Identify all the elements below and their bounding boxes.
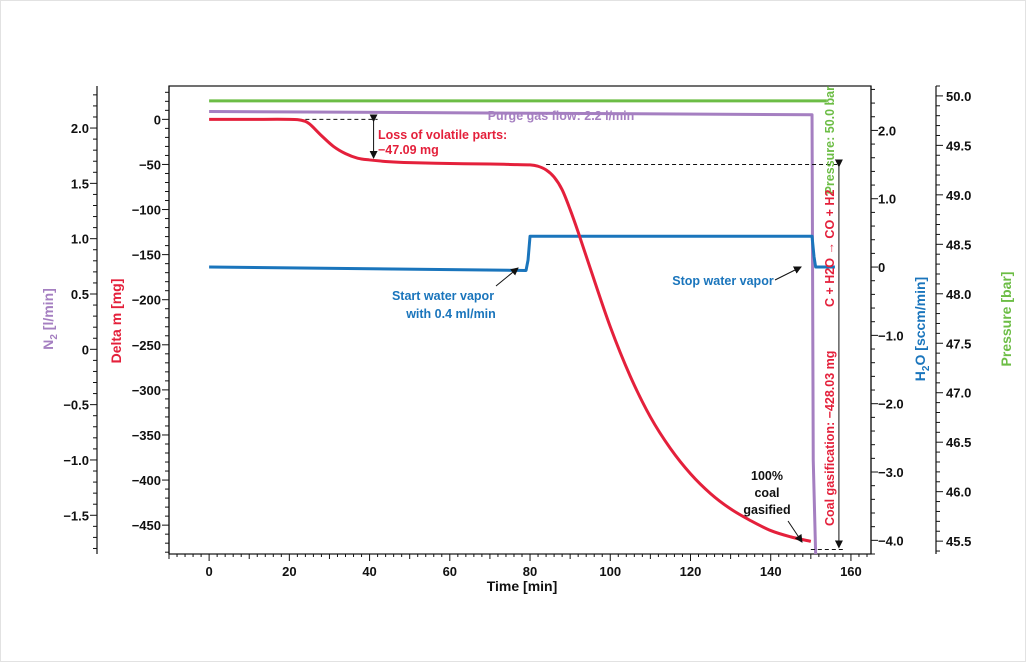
delta_m-tick-label: −450 [132,518,161,533]
h2o-tick-label: 2.0 [878,123,896,138]
pressure-tick-label: 45.5 [946,534,971,549]
gasified-arrow [787,520,803,543]
pressure-tick-label: 46.0 [946,485,971,500]
h2o-axis-title: H2O [sccm/min] [912,277,932,381]
pressure-tick-label: 49.5 [946,138,971,153]
pressure-annotation: Pressure: 50.0 bar [823,86,837,195]
x-tick-label: 100 [599,564,621,579]
n2-axis-title: N2 [l/min] [40,288,60,350]
delta_m-tick-label: −400 [132,473,161,488]
stop-vapor-arrow [774,266,802,281]
h2o-tick-label: −3.0 [878,465,904,480]
loss-annotation: −47.09 mg [378,143,439,157]
delta_m-tick-label: −100 [132,203,161,218]
delta_m-tick-label: −250 [132,338,161,353]
n2-tick-label: 2.0 [71,121,89,136]
purge-gas-annotation: Purge gas flow: 2.2 l/min [488,109,635,123]
h2o-tick-label: −4.0 [878,533,904,548]
h2o-tick-label: 0 [878,260,885,275]
pressure-tick-label: 48.5 [946,237,971,252]
delta_m-tick-label: −50 [139,157,161,172]
delta_m-tick-label: −300 [132,383,161,398]
x-tick-label: 140 [760,564,782,579]
n2-tick-label: 1.0 [71,232,89,247]
n2-tick-label: 0.5 [71,287,89,302]
start-vapor-arrow [495,267,519,287]
x-tick-label: 0 [205,564,212,579]
pressure-tick-label: 49.0 [946,188,971,203]
gasified-annotation: 100% [751,469,783,483]
delta_m-axis-title: Delta m [mg] [108,279,124,364]
h2o-tick-label: −2.0 [878,397,904,412]
x-tick-label: 20 [282,564,296,579]
gasified-annotation: gasified [743,503,790,517]
start-vapor-annotation: Start water vapor [392,289,494,303]
h2o-tick-label: −1.0 [878,328,904,343]
stop-vapor-annotation: Stop water vapor [672,274,774,288]
delta_m-tick-label: −150 [132,248,161,263]
pressure-tick-label: 48.0 [946,287,971,302]
x-tick-label: 120 [680,564,702,579]
loss-annotation: Loss of volatile parts: [378,128,507,142]
pressure-tick-label: 47.0 [946,386,971,401]
pressure-axis-title: Pressure [bar] [998,272,1014,367]
n2-tick-label: 1.5 [71,176,89,191]
reaction-annotation: C + H2O → CO + H2 [823,190,837,307]
n2-tick-label: −1.0 [63,453,89,468]
gasified-annotation: coal [754,486,779,500]
series-line-2 [209,234,835,272]
gasification-annotation: Coal gasification: −428.03 mg [823,351,837,526]
delta_m-tick-label: −200 [132,293,161,308]
delta_m-tick-label: 0 [154,112,161,127]
pressure-tick-label: 47.5 [946,336,971,351]
pressure-tick-label: 46.5 [946,435,971,450]
x-tick-label: 40 [362,564,376,579]
x-tick-label: 160 [840,564,862,579]
x-tick-label: 80 [523,564,537,579]
plot-frame [168,85,872,555]
x-tick-label: 60 [443,564,457,579]
series-line-3 [209,117,812,543]
delta_m-tick-label: −350 [132,428,161,443]
h2o-tick-label: 1.0 [878,192,896,207]
n2-tick-label: 0 [82,342,89,357]
pressure-tick-label: 50.0 [946,89,971,104]
n2-tick-label: −1.5 [63,508,89,523]
series-line-0 [209,109,818,555]
n2-tick-label: −0.5 [63,398,89,413]
x-axis-title: Time [min] [487,578,558,594]
start-vapor-annotation: with 0.4 ml/min [405,307,496,321]
